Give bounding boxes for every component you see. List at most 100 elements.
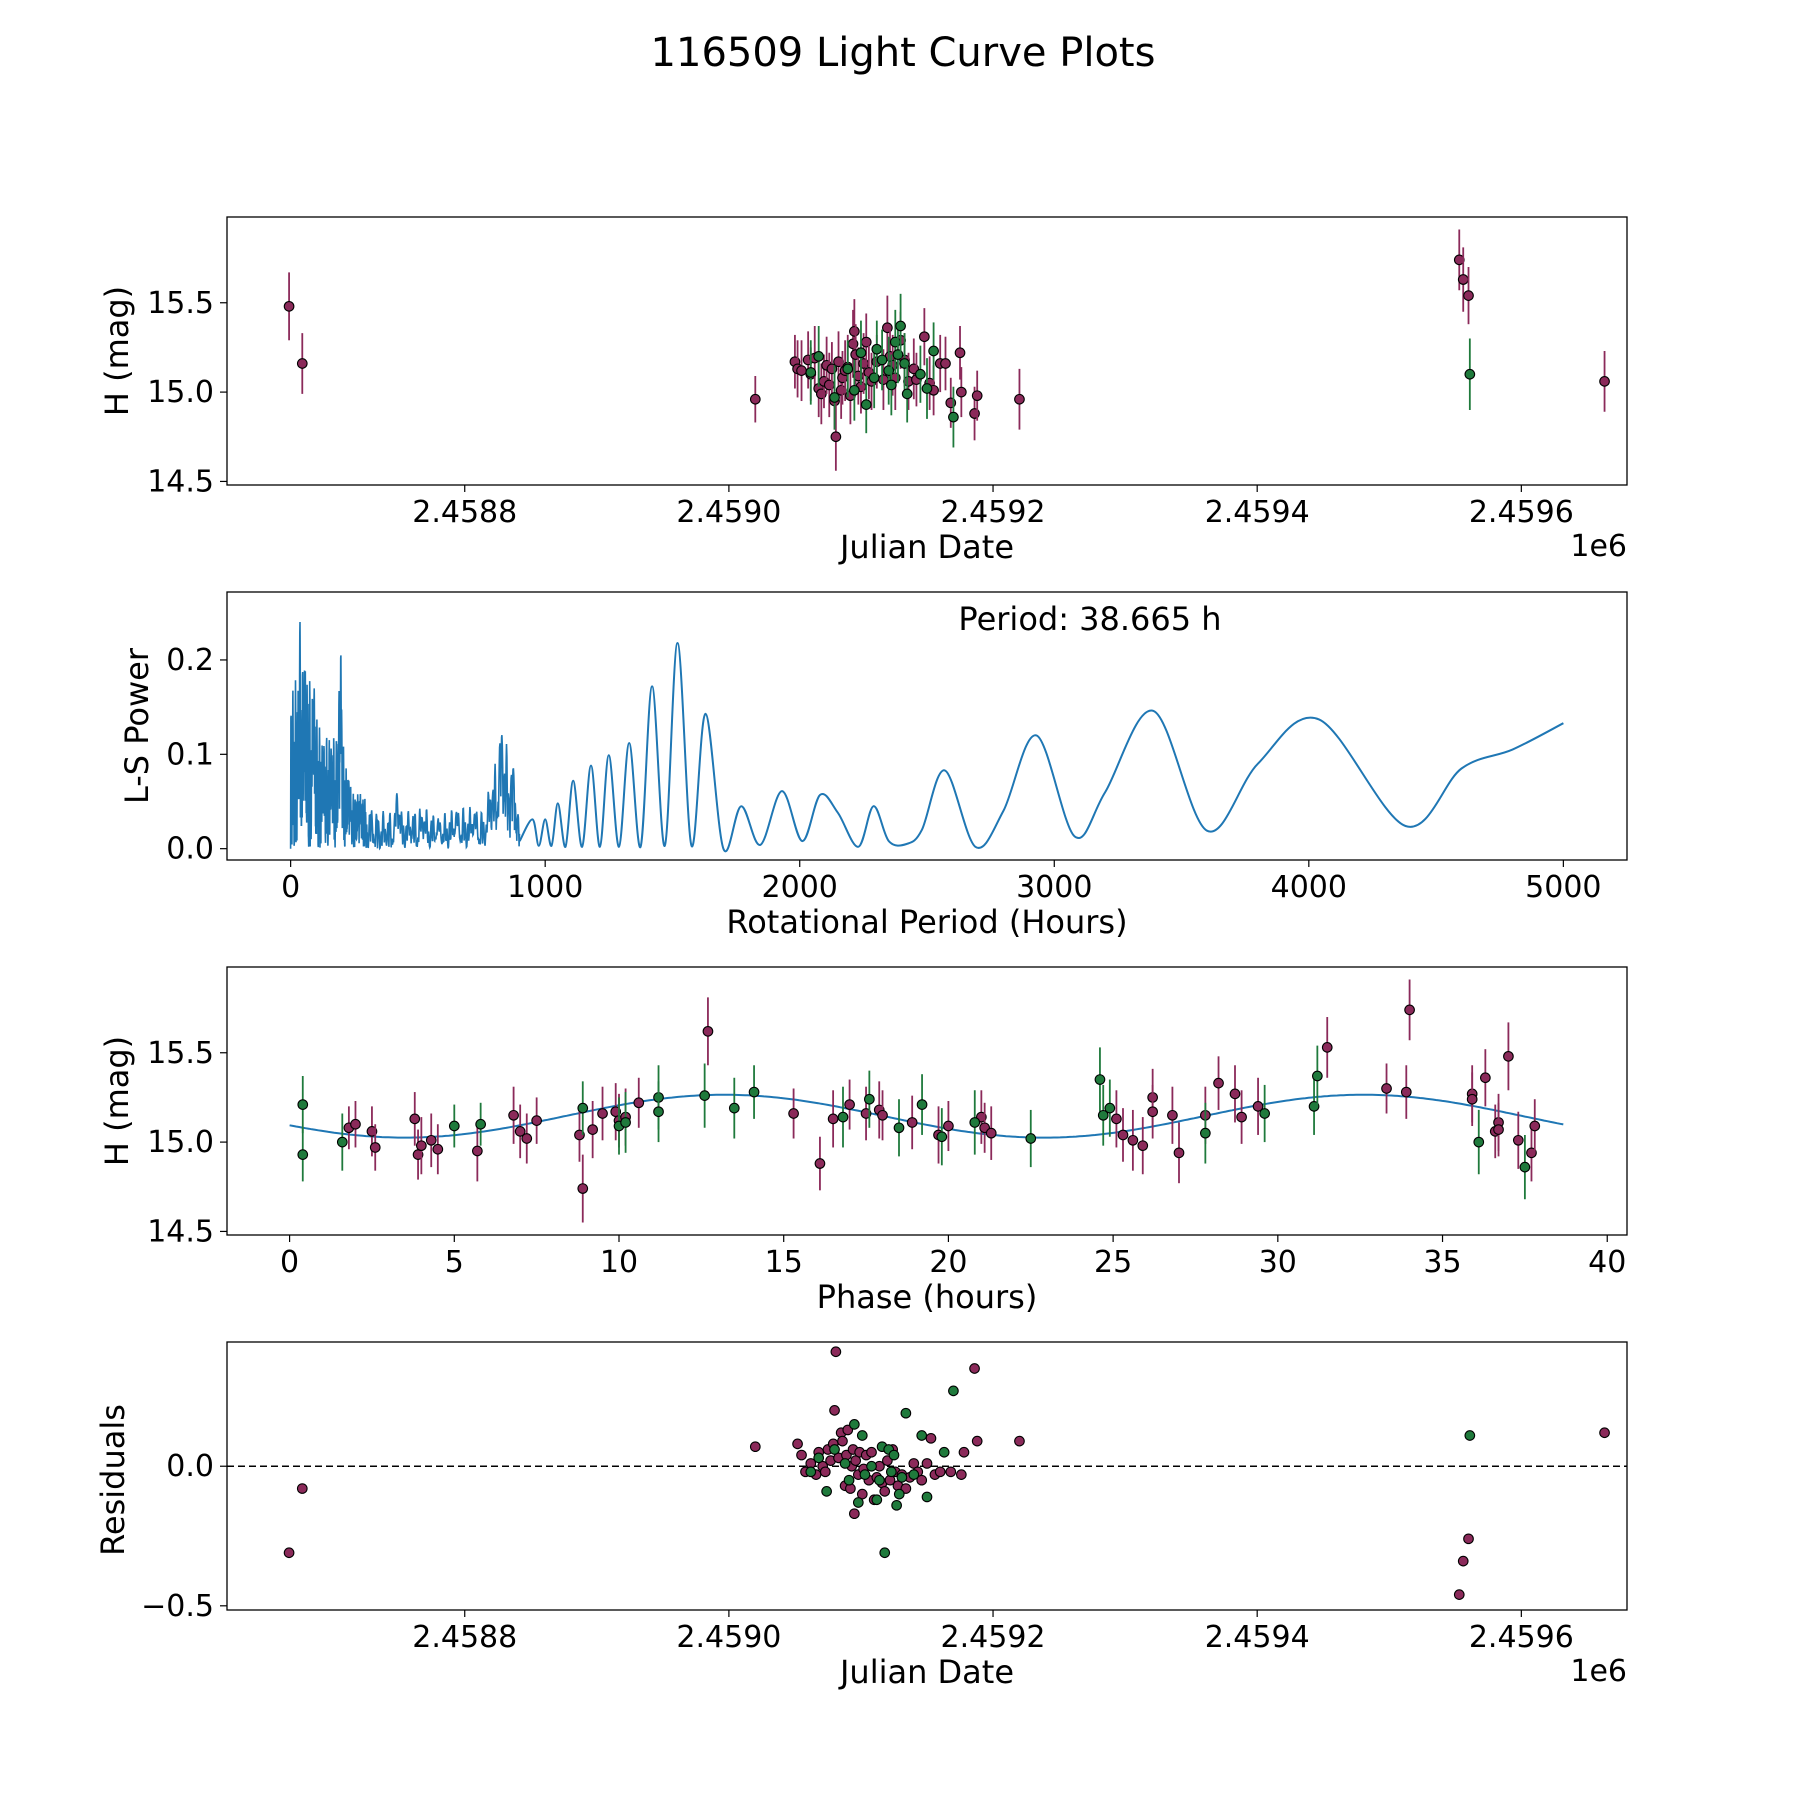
phased-ytick-label: 15.5 [147,1036,214,1071]
lightcurve-point-green [921,383,933,394]
residuals-point-green [948,1385,959,1397]
phased-xtick-label: 20 [929,1245,967,1280]
residuals-point-green [1464,1430,1476,1441]
residuals-point-green [874,1474,885,1486]
residuals-point-magenta [1463,1533,1474,1545]
residuals-point-magenta [1599,1427,1610,1439]
residuals-point-magenta [1453,1589,1465,1600]
phased-point-magenta [1493,1124,1504,1135]
phased-point-green [1473,1136,1485,1148]
periodogram-xtick-label: 1000 [507,870,583,905]
phased-ytick-label: 15.0 [147,1125,214,1160]
lightcurve-point-magenta [1014,393,1025,405]
lightcurve-offset-label: 1e6 [1570,529,1627,564]
residuals-xtick-label: 2.4588 [412,1620,517,1655]
residuals-point-green [871,1494,883,1506]
residuals-xlabel: Julian Date [838,1653,1014,1691]
lightcurve-xticks: 2.4588 2.4590 2.4592 2.4594 2.4596 [412,485,1574,530]
phased-point-magenta [1321,1042,1333,1053]
lightcurve-ytick-label: 14.5 [147,464,214,499]
residuals-point-green [843,1474,855,1486]
residuals-point-green [938,1446,950,1458]
lightcurve-point-green [915,368,926,380]
periodogram-xtick-label: 2000 [762,870,838,905]
residuals-point-green [839,1458,851,1469]
phased-point-magenta [531,1115,542,1127]
periodogram-xtick-label: 0 [281,870,300,905]
residuals-point-green [888,1449,900,1461]
lightcurve-point-green [895,320,906,332]
phased-point-green [936,1131,948,1143]
residuals-point-magenta [934,1466,946,1478]
phased-point-magenta [1252,1101,1264,1112]
phased-point-green [1519,1161,1531,1173]
phased-xlabel: Phase (hours) [817,1278,1038,1316]
phased-ytick-label: 14.5 [147,1214,214,1249]
periodogram-annotation: Period: 38.665 h [958,600,1221,638]
phased-point-magenta [633,1097,645,1109]
phased-point-green [1094,1074,1106,1085]
residuals-point-green [891,1499,902,1511]
phased-point-magenta [508,1109,519,1121]
phased-point-magenta [1137,1140,1149,1152]
residuals-xticks: 2.4588 2.4590 2.4592 2.4594 2.4596 [412,1610,1574,1655]
residuals-point-green [821,1486,832,1497]
residuals-ytick-label: 0.0 [166,1449,214,1484]
lightcurve-point-magenta [919,331,930,343]
phased-point-magenta [788,1108,799,1119]
phased-point-green [1104,1102,1116,1114]
phased-point-magenta [1466,1093,1478,1105]
phased-point-magenta [1173,1147,1185,1159]
residuals-point-green [852,1497,864,1508]
lightcurve-point-green [805,367,817,378]
residuals-yticks: −0.5 0.0 [141,1449,227,1624]
lightcurve-point-magenta [860,336,872,348]
residuals-panel: 2.4588 2.4590 2.4592 2.4594 2.4596 −0.5 0.0 J… [94,1341,1628,1691]
lightcurve-point-magenta [796,365,807,377]
phased-point-green [297,1099,309,1110]
residuals-point-green [916,1430,928,1441]
figure-title: 116509 Light Curve Plots [651,30,1156,76]
phased-yticks: 14.5 15.0 15.5 [147,1036,227,1249]
lightcurve-point-green [948,411,959,423]
periodogram-smooth-line [518,641,1564,853]
phased-point-green [1312,1070,1323,1082]
phased-point-magenta [1529,1120,1541,1132]
phased-point-green [297,1149,309,1160]
phased-xtick-label: 0 [280,1245,299,1280]
residuals-point-green [829,1444,840,1455]
lightcurve-point-green [813,351,825,362]
phased-point-magenta [1229,1088,1241,1100]
phased-point-magenta [827,1113,839,1125]
phased-point-magenta [514,1126,526,1137]
lightcurve-point-magenta [296,358,308,369]
lightcurve-point-magenta [849,325,860,337]
lightcurve-point-magenta [1599,376,1610,387]
lightcurve-point-green [829,392,840,403]
residuals-point-magenta [819,1466,831,1478]
phased-point-magenta [587,1124,598,1135]
periodogram-axes-frame [226,591,1628,861]
phased-point-green [653,1106,664,1118]
phased-point-magenta [1236,1111,1247,1123]
periodogram-ytick-label: 0.2 [166,643,214,678]
lightcurve-point-green [1464,368,1476,380]
phased-point-green [1200,1127,1211,1139]
residuals-point-green [893,1488,905,1500]
residuals-point-green [900,1407,912,1419]
periodogram-plot-area [289,621,1564,853]
phased-point-green [916,1099,928,1110]
residuals-point-magenta [866,1446,877,1458]
periodogram-xtick-label: 5000 [1525,870,1601,905]
phased-point-magenta [844,1099,855,1110]
residuals-axes-frame [226,1341,1628,1611]
lightcurve-axes-frame [226,216,1628,486]
phased-point-magenta [1167,1109,1178,1121]
lightcurve-point-magenta [1463,290,1474,301]
lightcurve-point-green [849,384,860,396]
lightcurve-point-magenta [830,431,842,443]
phased-point-green [699,1090,710,1101]
residuals-point-magenta [969,1363,980,1374]
periodogram-yticks: 0.0 0.1 0.2 [166,643,227,867]
residuals-point-magenta [925,1432,937,1444]
